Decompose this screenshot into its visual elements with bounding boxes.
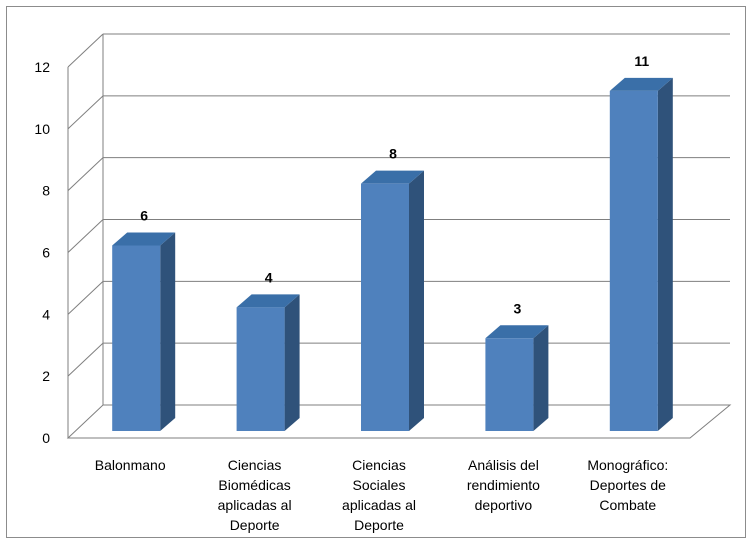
x-category-label: Ciencias Biomédicas aplicadas al Deporte — [218, 457, 292, 533]
y-axis: 0 2 4 6 8 10 12 — [34, 59, 69, 446]
y-tick-label: 0 — [42, 430, 50, 446]
data-label: 3 — [514, 300, 522, 316]
bar-front — [112, 245, 161, 431]
y-tick-label: 4 — [42, 306, 50, 322]
bar-side — [657, 77, 673, 432]
data-label: 6 — [140, 208, 148, 224]
bar-front — [236, 307, 285, 431]
bar-top — [236, 294, 300, 308]
bar-front — [361, 183, 409, 431]
bar-front — [485, 338, 534, 431]
x-category-label: Monográfico: Deportes de Combate — [587, 457, 668, 513]
y-tick-label: 8 — [42, 183, 50, 199]
bar-top — [609, 77, 673, 91]
bar-4 — [485, 325, 549, 431]
floor-plane — [66, 404, 732, 439]
gridline-diagonal — [67, 33, 104, 68]
y-tick-label: 2 — [42, 368, 50, 384]
bar-top — [485, 325, 549, 339]
data-label: 4 — [265, 269, 273, 285]
x-category-label: Análisis del rendimiento deportivo — [467, 457, 540, 513]
bar-top — [361, 170, 424, 184]
y-tick-label: 12 — [34, 59, 50, 75]
x-category-label: Ciencias Sociales aplicadas al Deporte — [342, 457, 416, 533]
gridline-diagonal — [67, 219, 104, 253]
bar-front — [609, 90, 658, 432]
data-labels: 6 4 8 3 11 — [140, 53, 649, 316]
bar-side — [160, 232, 176, 431]
data-label: 11 — [634, 53, 649, 69]
bar-side — [284, 294, 300, 431]
bar-side — [409, 170, 424, 431]
gridline-diagonal — [67, 95, 104, 130]
data-label: 8 — [389, 146, 397, 162]
bar-top — [112, 232, 176, 246]
x-axis-categories: Balonmano Ciencias Biomédicas aplicadas al D… — [95, 457, 668, 533]
gridline-diagonal — [67, 280, 104, 315]
bars — [112, 77, 673, 432]
bar-side — [533, 325, 549, 431]
gridline-diagonal — [67, 157, 104, 192]
y-tick-label: 6 — [42, 245, 50, 261]
bar-1 — [112, 232, 176, 431]
bar-3 — [361, 170, 424, 431]
bar-2 — [236, 294, 300, 431]
y-tick-label: 10 — [34, 121, 50, 137]
bar-5 — [609, 77, 673, 432]
x-category-label: Balonmano — [95, 457, 166, 473]
gridline-diagonal — [67, 342, 104, 377]
